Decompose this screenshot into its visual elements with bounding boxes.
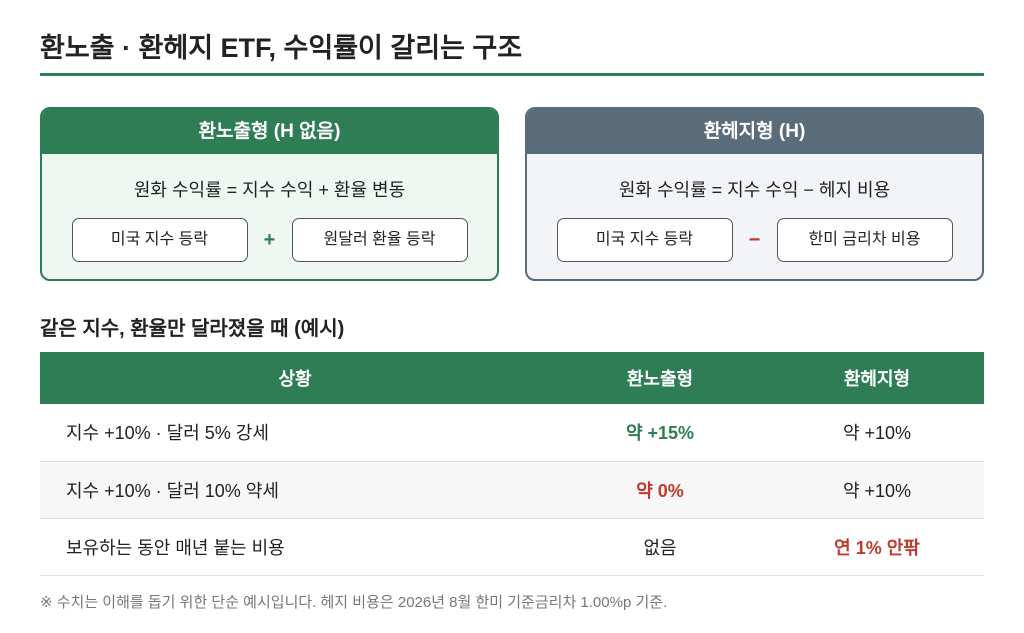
card: 환헤지형 (H) 원화 수익률 = 지수 수익 − 헤지 비용 미국 지수 등락… (525, 107, 984, 281)
factor-box: 원달러 환율 등락 (291, 218, 468, 262)
comparison-table: 상황 환노출형 환헤지형 지수 +10% · 달러 5% 강세 약 +15% 약… (40, 352, 984, 576)
cell: 연 1% 안팎 (770, 518, 984, 576)
boxes: 미국 지수 등락 + 원달러 환율 등락 (42, 218, 497, 262)
operator: + (263, 228, 276, 251)
row: 지수 +10% · 달러 5% 강세 약 +15% 약 +10% (40, 404, 984, 462)
boxes: 미국 지수 등락 − 한미 금리차 비용 (527, 218, 982, 262)
page-title: 환노출 · 환헤지 ETF, 수익률이 갈리는 구조 (40, 33, 523, 63)
header-cell: 상황 (40, 352, 550, 404)
cell: 보유하는 동안 매년 붙는 비용 (40, 518, 550, 576)
header-row: 상황 환노출형 환헤지형 (40, 352, 984, 404)
card: 환노출형 (H 없음) 원화 수익률 = 지수 수익 + 환율 변동 미국 지수… (40, 107, 499, 281)
row: 지수 +10% · 달러 10% 약세 약 0% 약 +10% (40, 461, 984, 519)
formula: 원화 수익률 = 지수 수익 − 헤지 비용 (618, 180, 891, 200)
title-rule (40, 73, 984, 76)
cell: 약 +15% (550, 404, 770, 462)
operator: − (748, 228, 761, 251)
header-cell: 환노출형 (550, 352, 770, 404)
row: 보유하는 동안 매년 붙는 비용 없음 연 1% 안팎 (40, 518, 984, 576)
factor-box: 미국 지수 등락 (71, 218, 248, 262)
card-title: 환노출형 (H 없음) (42, 109, 497, 154)
card-title: 환헤지형 (H) (527, 109, 982, 154)
header-cell: 환헤지형 (770, 352, 984, 404)
formula: 원화 수익률 = 지수 수익 + 환율 변동 (133, 180, 406, 200)
cell: 지수 +10% · 달러 5% 강세 (40, 404, 550, 462)
table-title: 같은 지수, 환율만 달라졌을 때 (예시) (40, 318, 345, 340)
cell: 약 +10% (770, 404, 984, 462)
cell: 없음 (550, 518, 770, 576)
cell: 지수 +10% · 달러 10% 약세 (40, 461, 550, 519)
factor-box: 미국 지수 등락 (556, 218, 733, 262)
factor-box: 한미 금리차 비용 (776, 218, 953, 262)
cell: 약 0% (550, 461, 770, 519)
footnote: ※ 수치는 이해를 돕기 위한 단순 예시입니다. 헤지 비용은 2026년 8… (40, 594, 668, 611)
cell: 약 +10% (770, 461, 984, 519)
